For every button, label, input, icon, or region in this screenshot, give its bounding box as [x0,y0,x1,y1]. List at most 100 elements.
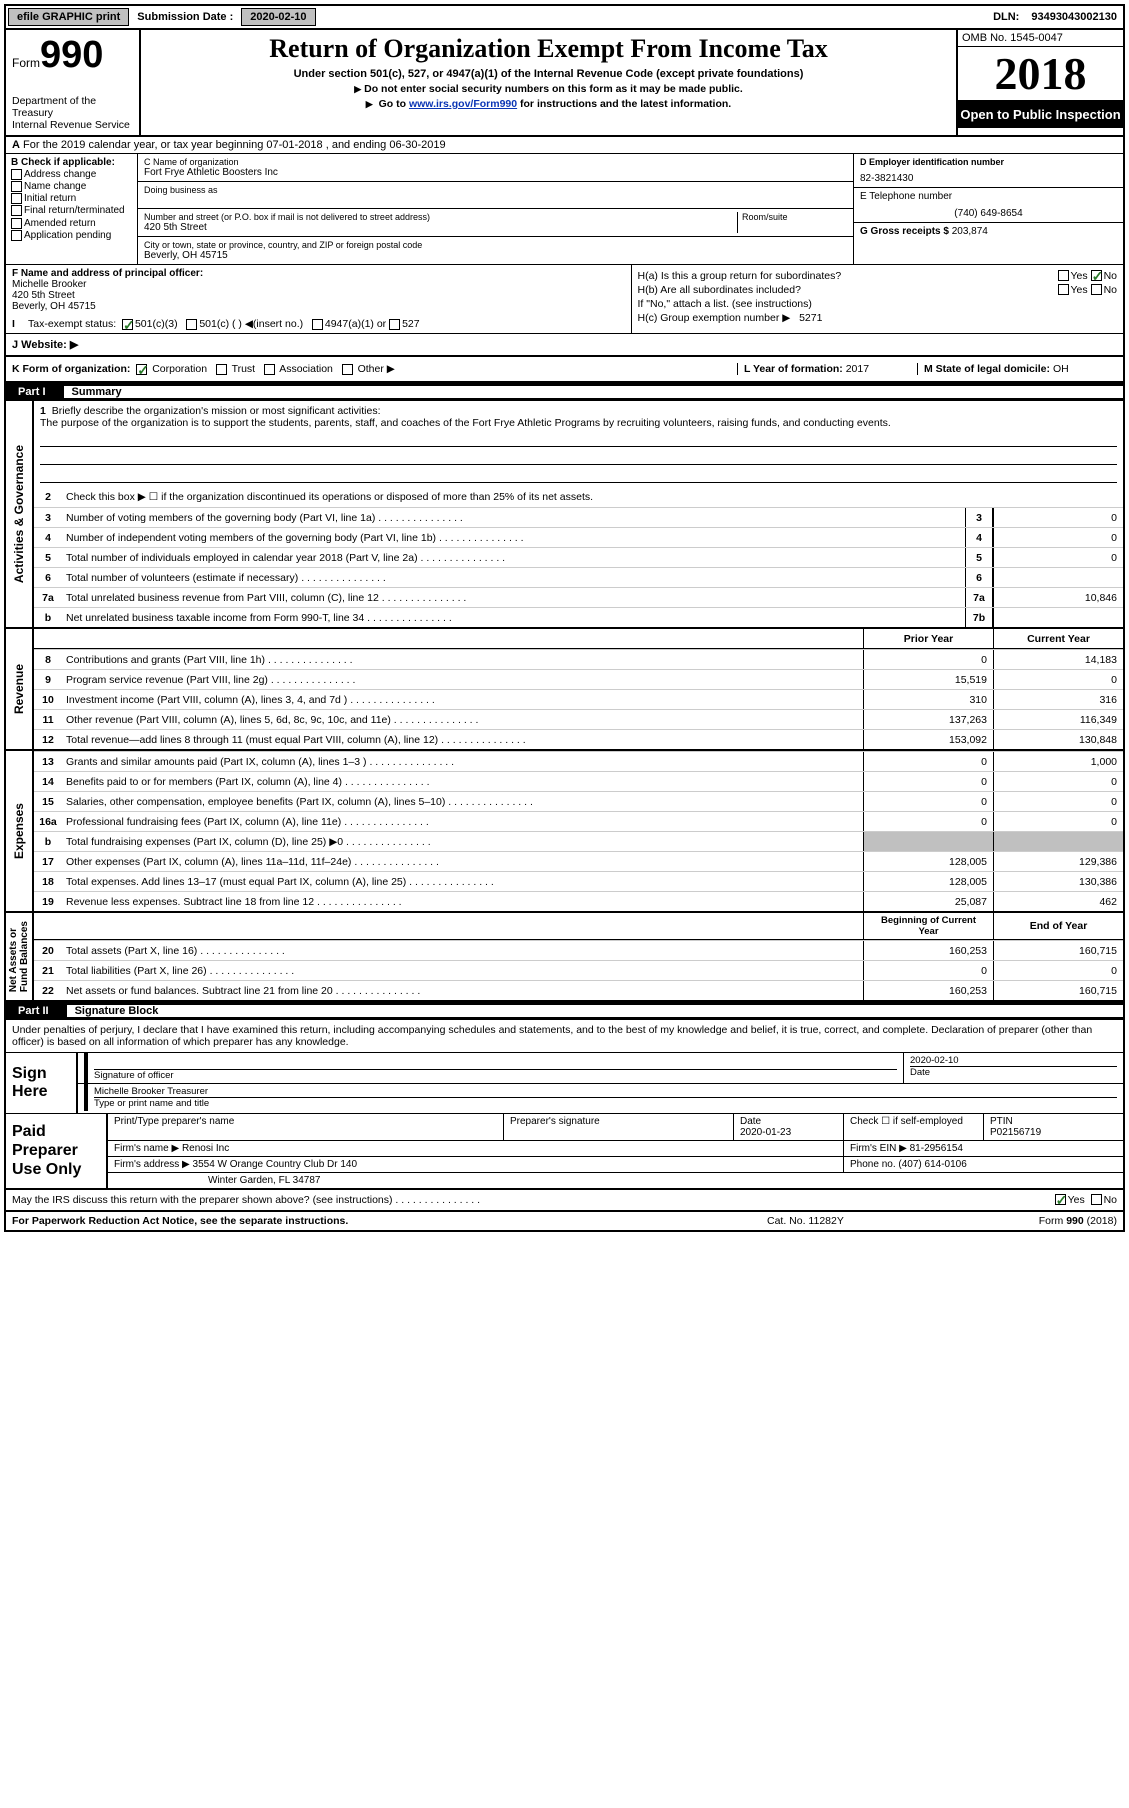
row-j-website: J Website: ▶ [6,334,1123,357]
vbar-revenue: Revenue [12,664,26,714]
dln-value: 93493043002130 [1025,9,1123,25]
page-footer: For Paperwork Reduction Act Notice, see … [6,1212,1123,1230]
submission-date-label: Submission Date : [131,9,239,25]
preparer-date: 2020-01-23 [740,1127,791,1138]
org-info-block: B Check if applicable: Address change Na… [6,154,1123,265]
officer-name: Michelle Brooker [12,279,86,290]
form-word: Form [12,56,40,70]
dept-treasury: Department of the Treasury Internal Reve… [12,95,133,131]
summary-line-9: 9Program service revenue (Part VIII, lin… [34,669,1123,689]
sig-date-label: Date [910,1066,1117,1078]
chk-501c[interactable] [186,319,197,330]
l-value: 2017 [846,363,869,375]
chk-amended-return[interactable]: Amended return [11,218,132,229]
current-year-header: Current Year [993,629,1123,648]
form-990-page: efile GRAPHIC print Submission Date : 20… [4,4,1125,1232]
chk-final-return[interactable]: Final return/terminated [11,205,132,216]
vbar-expenses: Expenses [12,803,26,859]
paperwork-notice: For Paperwork Reduction Act Notice, see … [12,1215,767,1227]
ptin-value: P02156719 [990,1127,1041,1138]
irs-link[interactable]: www.irs.gov/Form990 [409,98,517,110]
chk-corporation[interactable] [136,364,147,375]
chk-trust[interactable] [216,364,227,375]
ein-label: D Employer identification number [860,157,1117,167]
chk-501c3[interactable] [122,319,133,330]
summary-line-11: 11Other revenue (Part VIII, column (A), … [34,709,1123,729]
exempt-label: Tax-exempt status: [28,318,116,330]
paid-preparer-label: Paid Preparer Use Only [6,1114,106,1188]
sig-name-value: Michelle Brooker Treasurer [94,1086,1117,1097]
hb-no[interactable] [1091,284,1102,295]
summary-line-21: 21Total liabilities (Part X, line 26)00 [34,960,1123,980]
summary-line-12: 12Total revenue—add lines 8 through 11 (… [34,729,1123,749]
preparer-name-label: Print/Type preparer's name [108,1114,503,1140]
officer-addr1: 420 5th Street [12,290,75,301]
sig-name-label: Type or print name and title [94,1097,1117,1109]
col-c-name-address: C Name of organization Fort Frye Athleti… [138,154,853,264]
ha-label: H(a) Is this a group return for subordin… [638,270,1058,282]
firm-name: Renosi Inc [182,1143,229,1154]
tax-year: 2018 [958,47,1123,101]
summary-line-17: 17Other expenses (Part IX, column (A), l… [34,851,1123,871]
summary-line-22: 22Net assets or fund balances. Subtract … [34,980,1123,1000]
open-to-public: Open to Public Inspection [958,101,1123,128]
discuss-text: May the IRS discuss this return with the… [12,1194,1055,1206]
summary-line-10: 10Investment income (Part VIII, column (… [34,689,1123,709]
ha-yes[interactable] [1058,270,1069,281]
firm-city: Winter Garden, FL 34787 [108,1173,1123,1188]
prior-year-header: Prior Year [863,629,993,648]
officer-label: F Name and address of principal officer: [12,268,203,279]
sign-here-block: Sign Here Signature of officer 2020-02-1… [6,1053,1123,1114]
address-value: 420 5th Street [144,222,737,233]
net-assets-section: Net Assets or Fund Balances Beginning of… [6,913,1123,1002]
org-name: Fort Frye Athletic Boosters Inc [144,167,847,178]
paid-preparer-block: Paid Preparer Use Only Print/Type prepar… [6,1114,1123,1190]
chk-application-pending[interactable]: Application pending [11,230,132,241]
chk-527[interactable] [389,319,400,330]
begin-year-header: Beginning of Current Year [863,913,993,939]
instruct-goto: Go to www.irs.gov/Form990 for instructio… [147,98,950,110]
summary-line-8: 8Contributions and grants (Part VIII, li… [34,649,1123,669]
chk-initial-return[interactable]: Initial return [11,193,132,204]
col-b-checkboxes: B Check if applicable: Address change Na… [6,154,138,264]
discuss-no[interactable] [1091,1194,1102,1205]
summary-line-6: 6Total number of volunteers (estimate if… [34,567,1123,587]
hb-yes[interactable] [1058,284,1069,295]
topbar: efile GRAPHIC print Submission Date : 20… [6,6,1123,30]
chk-other[interactable] [342,364,353,375]
chk-4947a1[interactable] [312,319,323,330]
chk-address-change[interactable]: Address change [11,169,132,180]
form-header: Form990 Department of the Treasury Inter… [6,30,1123,137]
mission-text: The purpose of the organization is to su… [40,417,891,429]
form-number: 990 [40,34,103,76]
gross-value: 203,874 [952,226,988,237]
firm-address: 3554 W Orange Country Club Dr 140 [193,1159,358,1170]
summary-line-b: bNet unrelated business taxable income f… [34,607,1123,627]
chk-association[interactable] [264,364,275,375]
form-subtitle: Under section 501(c), 527, or 4947(a)(1)… [147,68,950,80]
self-employed-check[interactable]: Check ☐ if self-employed [843,1114,983,1140]
cat-no: Cat. No. 11282Y [767,1215,967,1227]
hb-label: H(b) Are all subordinates included? [638,284,1058,296]
chk-name-change[interactable]: Name change [11,181,132,192]
hb-note: If "No," attach a list. (see instruction… [638,298,812,310]
l-label: L Year of formation: [744,363,843,375]
part-i-header: Part I Summary [6,383,1123,401]
efile-print-button[interactable]: efile GRAPHIC print [8,8,129,26]
summary-line-16a: 16aProfessional fundraising fees (Part I… [34,811,1123,831]
officer-group-block: F Name and address of principal officer:… [6,265,1123,334]
vbar-governance: Activities & Governance [12,445,26,583]
k-label: K Form of organization: [12,363,130,375]
ha-no[interactable] [1091,270,1102,281]
summary-line-5: 5Total number of individuals employed in… [34,547,1123,567]
preparer-sig-label: Preparer's signature [503,1114,733,1140]
discuss-yes[interactable] [1055,1194,1066,1205]
summary-line-3: 3Number of voting members of the governi… [34,507,1123,527]
sig-date-value: 2020-02-10 [910,1055,1117,1066]
omb-number: OMB No. 1545-0047 [958,30,1123,47]
city-label: City or town, state or province, country… [144,240,847,250]
instruct-ssn: Do not enter social security numbers on … [147,83,950,95]
vbar-net-assets: Net Assets or Fund Balances [8,921,30,992]
phone-value: (740) 649-8654 [860,208,1117,219]
m-label: M State of legal domicile: [924,363,1050,375]
